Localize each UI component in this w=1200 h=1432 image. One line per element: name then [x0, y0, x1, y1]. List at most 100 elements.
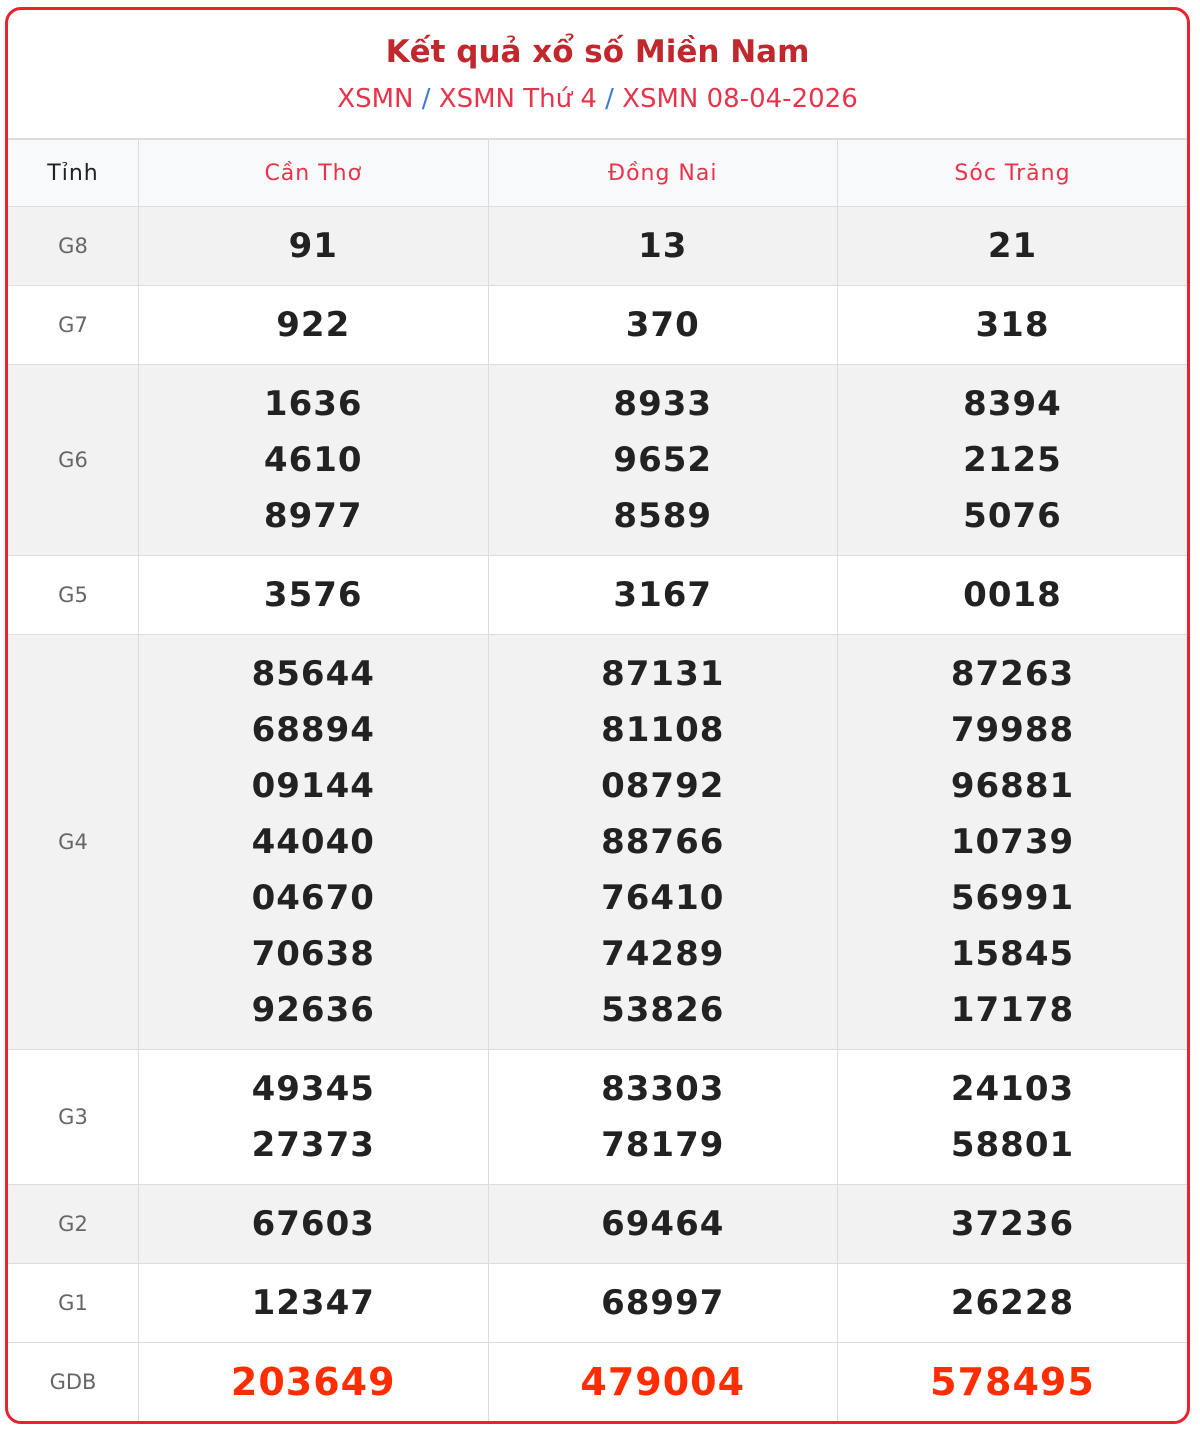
- prize-number: 69464: [601, 1204, 725, 1244]
- prize-row-g1: G1 12347 68997 26228: [8, 1263, 1187, 1343]
- prize-number: 87263: [950, 654, 1075, 694]
- prize-cell: 87263 79988 96881 10739 56991 15845 17178: [837, 634, 1187, 1050]
- prize-number: 15845: [950, 934, 1075, 974]
- prize-cell: 37236: [837, 1184, 1187, 1264]
- results-table: Tỉnh Cần Thơ Đồng Nai Sóc Trăng G8 91 13 21 G7 9…: [8, 138, 1187, 1421]
- breadcrumb-xsmn[interactable]: XSMN: [337, 84, 414, 114]
- prize-number: 26228: [950, 1283, 1075, 1323]
- prize-cell: 85644 68894 09144 44040 04670 70638 92636: [138, 634, 489, 1050]
- prize-cell: 318: [837, 285, 1187, 365]
- prize-label: G6: [8, 364, 139, 556]
- prize-number: 96881: [950, 766, 1075, 806]
- results-header: Kết quả xổ số Miền Nam XSMN / XSMN Thứ 4…: [8, 10, 1187, 138]
- prize-number: 922: [276, 305, 351, 345]
- prize-cell: 67603: [138, 1184, 489, 1264]
- prize-number: 2125: [963, 440, 1062, 480]
- prize-number: 81108: [601, 710, 725, 750]
- prize-cell: 83303 78179: [487, 1049, 838, 1185]
- prize-number: 04670: [251, 878, 375, 918]
- prize-cell: 21: [837, 206, 1187, 286]
- breadcrumb: XSMN / XSMN Thứ 4 / XSMN 08-04-2026: [8, 82, 1187, 116]
- prize-cell: 3167: [487, 555, 838, 635]
- prize-cell: 69464: [487, 1184, 838, 1264]
- prize-number: 9652: [613, 440, 713, 480]
- column-header-2[interactable]: Đồng Nai: [487, 138, 838, 207]
- prize-number: 8977: [263, 496, 363, 536]
- prize-number: 5076: [963, 496, 1062, 536]
- prize-cell: 13: [487, 206, 838, 286]
- prize-number: 09144: [251, 766, 375, 806]
- prize-row-g3: G3 49345 27373 83303 78179 24103 58801: [8, 1049, 1187, 1185]
- prize-number: 88766: [601, 822, 725, 862]
- prize-number: 24103: [950, 1069, 1075, 1109]
- prize-cell: 26228: [837, 1263, 1187, 1343]
- prize-number: 56991: [950, 878, 1075, 918]
- prize-row-g6: G6 1636 4610 8977 8933 9652 8589 8394 2125 5076: [8, 364, 1187, 556]
- prize-row-g4: G4 85644 68894 09144 44040 04670 70638 92636 871…: [8, 634, 1187, 1050]
- prize-number: 78179: [601, 1125, 725, 1165]
- prize-row-g2: G2 67603 69464 37236: [8, 1184, 1187, 1264]
- prize-label: G3: [8, 1049, 139, 1185]
- column-header-3[interactable]: Sóc Trăng: [837, 138, 1187, 207]
- prize-number: 0018: [963, 575, 1062, 615]
- prize-number: 68894: [251, 710, 375, 750]
- breadcrumb-xsmn-thu4[interactable]: XSMN Thứ 4: [438, 84, 597, 114]
- prize-number: 8933: [613, 384, 713, 424]
- breadcrumb-separator: /: [605, 84, 614, 114]
- prize-number: 4610: [263, 440, 363, 480]
- prize-number: 83303: [601, 1069, 725, 1109]
- prize-number: 49345: [251, 1069, 375, 1109]
- prize-number: 67603: [251, 1204, 375, 1244]
- prize-number: 3576: [263, 575, 363, 615]
- prize-number: 3167: [613, 575, 713, 615]
- prize-number: 10739: [950, 822, 1075, 862]
- breadcrumb-xsmn-date[interactable]: XSMN 08-04-2026: [622, 84, 858, 114]
- prize-cell: 87131 81108 08792 88766 76410 74289 53826: [487, 634, 838, 1050]
- prize-cell: 8933 9652 8589: [487, 364, 838, 556]
- prize-number: 76410: [601, 878, 725, 918]
- prize-cell: 203649: [138, 1342, 489, 1421]
- prize-number: 74289: [601, 934, 725, 974]
- prize-number: 21: [987, 226, 1038, 266]
- prize-row-g5: G5 3576 3167 0018: [8, 555, 1187, 635]
- prize-cell: 479004: [487, 1342, 838, 1421]
- prize-cell: 68997: [487, 1263, 838, 1343]
- prize-label: G1: [8, 1263, 139, 1343]
- prize-cell: 370: [487, 285, 838, 365]
- prize-row-g7: G7 922 370 318: [8, 285, 1187, 365]
- prize-cell: 91: [138, 206, 489, 286]
- column-header-1[interactable]: Cần Thơ: [138, 138, 489, 207]
- prize-number: 27373: [251, 1125, 375, 1165]
- prize-label: G2: [8, 1184, 139, 1264]
- breadcrumb-separator: /: [421, 84, 431, 114]
- prize-number: 203649: [230, 1360, 396, 1404]
- prize-number: 91: [288, 226, 338, 266]
- prize-number: 08792: [601, 766, 725, 806]
- prize-number: 318: [975, 305, 1050, 345]
- prize-cell: 49345 27373: [138, 1049, 489, 1185]
- prize-number: 370: [625, 305, 700, 345]
- prize-number: 12347: [251, 1283, 375, 1323]
- prize-cell: 8394 2125 5076: [837, 364, 1187, 556]
- column-header-province: Tỉnh: [8, 138, 139, 207]
- prize-cell: 922: [138, 285, 489, 365]
- prize-number: 68997: [601, 1283, 725, 1323]
- prize-number: 58801: [950, 1125, 1075, 1165]
- prize-cell: 12347: [138, 1263, 489, 1343]
- page-title: Kết quả xổ số Miền Nam: [385, 34, 810, 70]
- prize-number: 13: [638, 226, 688, 266]
- prize-label: G8: [8, 206, 139, 286]
- prize-number: 8589: [613, 496, 713, 536]
- prize-cell: 24103 58801: [837, 1049, 1187, 1185]
- prize-row-g8: G8 91 13 21: [8, 206, 1187, 286]
- prize-cell: 1636 4610 8977: [138, 364, 489, 556]
- prize-number: 37236: [950, 1204, 1075, 1244]
- prize-number: 1636: [263, 384, 363, 424]
- results-card: Kết quả xổ số Miền Nam XSMN / XSMN Thứ 4…: [5, 7, 1190, 1424]
- prize-number: 479004: [580, 1360, 746, 1404]
- prize-number: 87131: [601, 654, 725, 694]
- prize-cell: 3576: [138, 555, 489, 635]
- prize-number: 578495: [930, 1360, 1095, 1404]
- prize-number: 70638: [251, 934, 375, 974]
- prize-cell: 0018: [837, 555, 1187, 635]
